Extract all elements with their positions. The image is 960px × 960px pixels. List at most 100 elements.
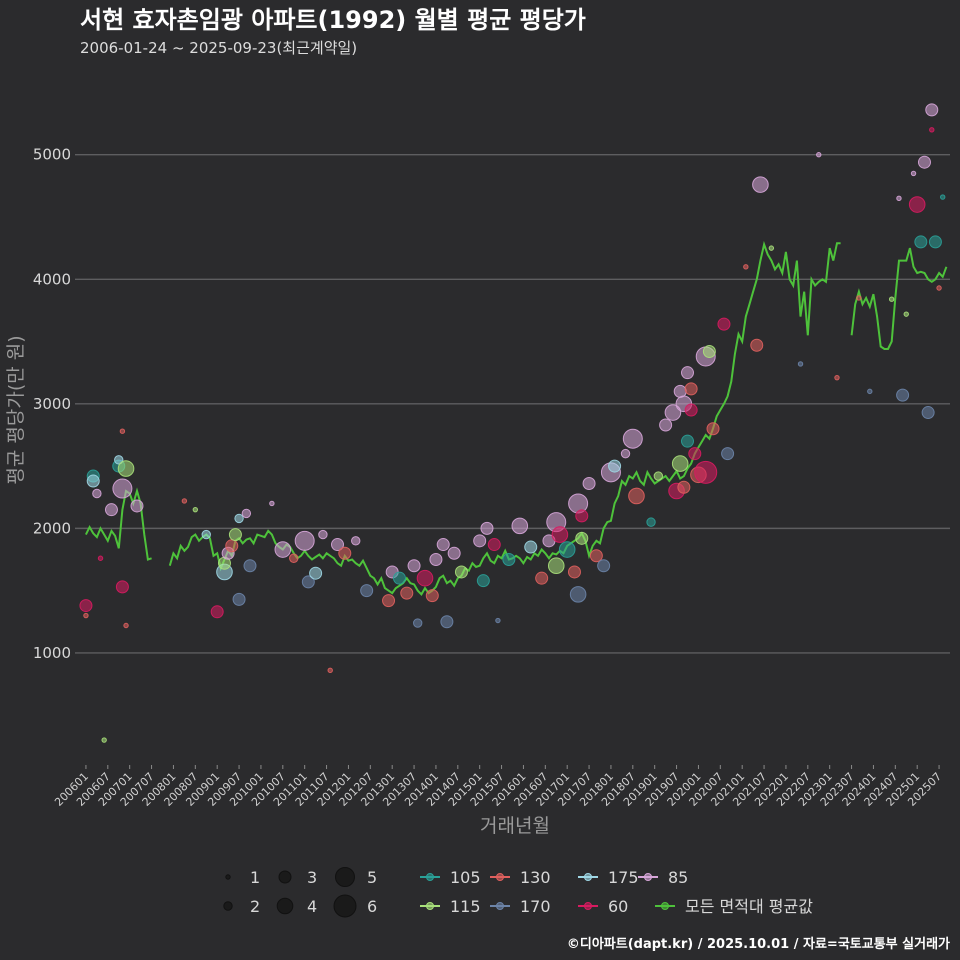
data-point <box>929 127 935 133</box>
data-point <box>921 406 935 420</box>
size-legend-key <box>278 870 292 884</box>
data-point <box>547 557 565 575</box>
data-point <box>294 530 315 551</box>
chart-caption: ©디아파트(dapt.kr) / 2025.10.01 / 자료=국토교통부 실… <box>567 936 950 952</box>
data-point <box>834 374 840 381</box>
legend-key-dot <box>644 873 652 881</box>
data-point <box>487 538 501 552</box>
data-point <box>338 546 352 560</box>
data-point <box>228 528 242 542</box>
size-legend-label: 4 <box>307 897 317 916</box>
chart-subtitle: 2006-01-24 ~ 2025-09-23(최근계약일) <box>80 39 357 57</box>
data-point <box>888 296 895 302</box>
data-point <box>896 388 910 402</box>
y-tick-label: 1000 <box>33 644 71 662</box>
data-point <box>628 487 645 505</box>
data-point <box>908 196 926 213</box>
data-point <box>192 506 199 513</box>
legend-item-6: 170 <box>490 897 551 916</box>
data-point <box>575 509 589 523</box>
size-legend-key <box>276 897 294 915</box>
data-point <box>327 667 333 674</box>
data-point <box>210 605 224 619</box>
data-point <box>914 235 928 249</box>
size-legend-label: 2 <box>250 897 260 916</box>
data-point <box>392 571 406 585</box>
data-point <box>597 559 611 573</box>
data-point <box>681 366 694 380</box>
data-point <box>413 618 423 628</box>
data-point <box>234 513 244 524</box>
data-point <box>382 594 396 608</box>
data-point <box>768 245 775 251</box>
data-point <box>717 317 731 331</box>
legend-item-2: 130 <box>490 868 551 887</box>
data-point <box>702 345 716 359</box>
y-tick-label: 4000 <box>33 270 71 288</box>
legend-item-1: 105 <box>420 868 481 887</box>
data-point <box>706 422 720 436</box>
data-point <box>241 508 252 519</box>
legend-label: 170 <box>520 897 551 916</box>
legend-label: 175 <box>608 868 639 887</box>
data-point <box>567 565 581 579</box>
data-point <box>664 404 682 421</box>
data-point <box>721 447 735 461</box>
data-point <box>589 549 603 563</box>
data-point <box>653 471 664 481</box>
data-point <box>86 474 100 488</box>
data-point <box>677 480 691 494</box>
data-point <box>816 152 822 158</box>
data-point <box>416 569 434 587</box>
y-tick-label: 2000 <box>33 519 71 537</box>
x-axis-ticks: 2006012006072007012007072008012008072009… <box>52 765 944 809</box>
scatter-points <box>79 103 946 743</box>
data-point <box>867 388 873 395</box>
data-point <box>104 503 118 517</box>
legend-label: 85 <box>668 868 688 887</box>
data-point <box>440 615 454 629</box>
data-point <box>114 455 124 465</box>
data-point <box>318 529 328 540</box>
data-point <box>112 478 133 499</box>
data-point <box>688 447 702 461</box>
data-point <box>940 194 946 200</box>
data-point <box>309 566 323 580</box>
data-point <box>101 737 107 743</box>
data-point <box>620 448 631 459</box>
data-point <box>225 539 239 553</box>
data-point <box>360 584 374 598</box>
data-point <box>569 586 587 603</box>
legend-key-dot <box>661 902 669 910</box>
data-point <box>551 526 569 543</box>
data-point <box>684 382 698 396</box>
y-tick-label: 5000 <box>33 146 71 164</box>
data-point <box>910 170 917 177</box>
chart-title: 서현 효자촌임광 아파트(1992) 월별 평균 평당가 <box>80 6 586 34</box>
legend-label: 모든 면적대 평균값 <box>685 897 813 916</box>
legend-key-dot <box>426 873 434 881</box>
data-point <box>119 428 126 434</box>
legend-item-5: 115 <box>420 897 481 916</box>
size-legend-key <box>333 894 357 918</box>
data-point <box>743 264 749 270</box>
data-point <box>181 498 188 504</box>
data-point <box>797 361 804 367</box>
data-point <box>480 521 494 535</box>
data-point <box>274 541 292 558</box>
legend-label: 60 <box>608 897 628 916</box>
data-point <box>495 617 501 624</box>
data-point <box>903 311 909 317</box>
data-point <box>79 599 93 613</box>
average-line <box>85 240 948 597</box>
legend-key-dot <box>426 902 434 910</box>
legend-label: 130 <box>520 868 551 887</box>
data-point <box>301 575 315 589</box>
data-point <box>115 580 129 594</box>
data-point <box>558 541 576 558</box>
data-point <box>568 493 589 514</box>
data-point <box>694 460 718 484</box>
legend-label: 105 <box>450 868 481 887</box>
data-point <box>535 571 549 585</box>
